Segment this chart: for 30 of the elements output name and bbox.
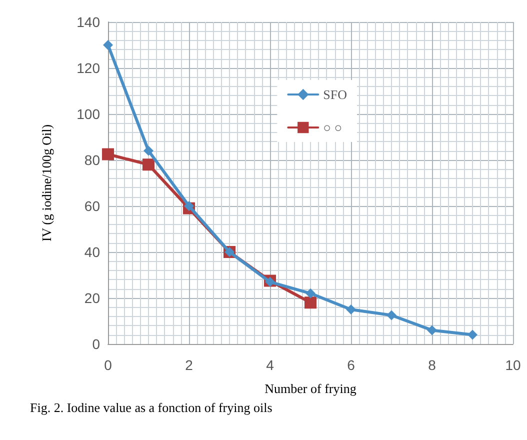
point [103,40,113,50]
point [142,158,154,171]
point [306,288,316,298]
y-axis-title: IV (g iodine/100g Oil) [39,124,54,242]
point [468,330,478,340]
y-tick-label: 100 [76,106,100,122]
x-axis-title: Number of frying [264,381,357,396]
point [184,201,194,211]
y-tick-label: 40 [84,244,100,260]
x-tick-label: 0 [104,357,112,373]
y-tick-label: 20 [84,290,100,306]
point [346,304,356,314]
x-tick-label: 2 [185,357,194,373]
x-tick-label: 10 [505,357,521,373]
x-tick-label: 8 [428,357,436,373]
point [102,148,114,160]
x-tick-label: 6 [347,357,356,373]
legend-label: SFO [323,87,348,102]
point [427,325,437,336]
point [144,146,154,156]
y-tick-label: 140 [76,14,100,30]
legend-label: ○ ○ [323,120,342,135]
y-tick-label: 120 [76,60,100,76]
x-tick-label: 4 [266,357,274,373]
y-tick-label: 80 [84,152,100,168]
y-tick-label: 60 [84,198,100,214]
caption: Fig. 2. Iodine value as a fonction of frying oils [29,400,274,416]
point [386,310,396,320]
point [304,296,316,309]
y-tick-label: 0 [92,336,100,352]
